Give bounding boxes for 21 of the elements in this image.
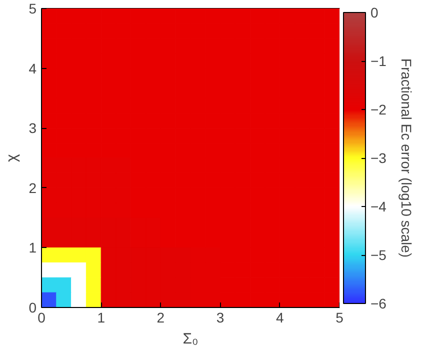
x-tick-label: 4	[276, 310, 284, 326]
y-tick-label: 1	[28, 240, 37, 256]
color-bar-label: −4	[370, 198, 387, 214]
y-tick-label: 0	[28, 300, 37, 316]
y-axis-title: χ	[4, 154, 21, 162]
color-bar-label: −5	[370, 247, 387, 263]
y-tick-label: 4	[28, 60, 37, 76]
x-axis-title: Σ₀	[182, 330, 198, 348]
color-bar-label: −6	[370, 296, 387, 312]
x-tick-label: 3	[216, 310, 224, 326]
x-tick-label: 2	[156, 310, 165, 326]
color-bar-label: −2	[370, 102, 387, 118]
color-bar-label: 0	[370, 4, 378, 20]
y-tick-label: 5	[28, 0, 37, 16]
x-tick-label: 5	[336, 310, 344, 326]
color-bar-label: −3	[370, 150, 387, 166]
color-bar-label: −1	[370, 53, 387, 69]
y-tick-label: 2	[28, 180, 37, 196]
color-bar-title: Fractional Ec error (log10 scale)	[398, 58, 414, 258]
y-tick-label: 3	[28, 120, 37, 136]
x-tick-label: 1	[97, 310, 106, 326]
